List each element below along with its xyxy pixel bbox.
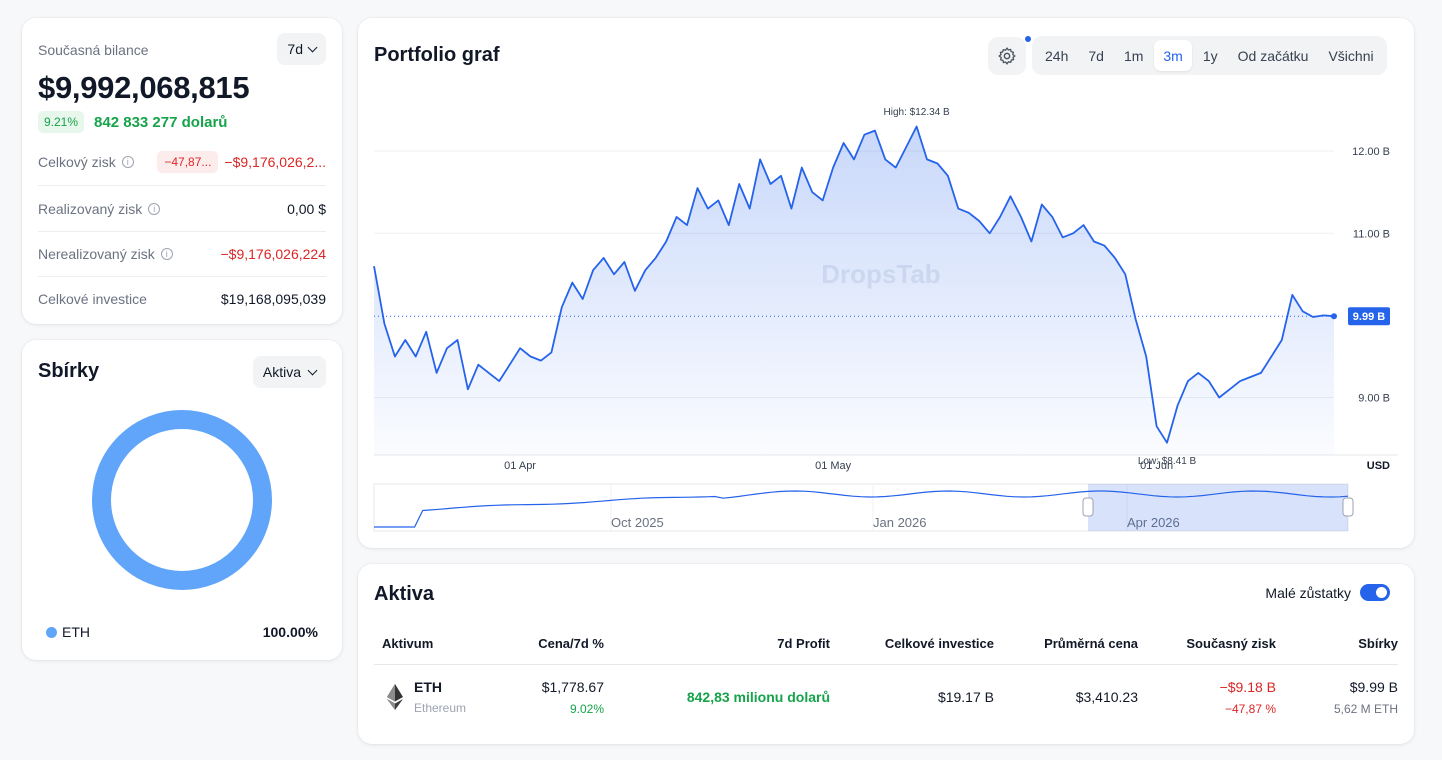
col-investment[interactable]: Celkové investice [884,636,994,651]
assets-card: Aktiva Malé zůstatky Aktivum Cena/7d % 7… [358,564,1414,744]
change-amount: 842 833 277 dolarů [94,113,228,131]
divider [38,276,326,277]
collections-legend: ETH 100.00% [46,624,318,640]
balance-card: Současná bilance 7d $9,992,068,815 9.21%… [22,18,342,324]
tab-7d[interactable]: 7d [1088,47,1104,64]
chart-line[interactable] [373,125,1335,444]
x-tick-label: 01 Jun [1140,460,1173,472]
legend-value: 100.00% [262,624,318,640]
balance-label: Současná bilance [38,42,149,58]
navigator-tick: Jan 2026 [873,515,927,530]
info-icon[interactable]: i [121,155,134,168]
period-select[interactable]: 7d [277,33,326,65]
small-balances-toggle[interactable] [1360,584,1390,601]
total-investment-label: Celkové investice [38,290,147,307]
chevron-down-icon [307,365,318,375]
period-value: 7d [287,41,303,57]
navigator-tick: Apr 2026 [1127,515,1180,530]
assets-title: Aktiva [374,583,435,605]
navigator-selection[interactable] [1088,484,1348,531]
y-tick-label: 9.00 B [1358,393,1390,405]
chart-area [374,126,1334,455]
small-balances-label: Malé zůstatky [1265,584,1351,601]
legend-dot [46,627,57,638]
col-price[interactable]: Cena/7d % [538,636,604,651]
asset-profit-7d: 842,83 milionu dolarů [686,689,830,705]
collections-card: Sbírky Aktiva ETH 100.00% [22,340,342,660]
unrealized-profit-row: Nerealizovaný zisk i −$9,176,026,224 [38,231,326,276]
divider [38,231,326,232]
currency-label: USD [1367,460,1390,472]
tab-3m[interactable]: 3m [1154,40,1192,71]
realized-profit-label: Realizovaný zisk [38,200,143,217]
total-profit-value: −$9,176,026,2... [224,153,326,170]
total-investment-row: Celkové investice $19,168,095,039 [38,276,326,321]
tab-24h[interactable]: 24h [1045,47,1069,64]
change-pct-badge: 9.21% [38,111,85,133]
info-icon[interactable]: i [148,202,161,215]
chart-settings-button[interactable] [988,37,1026,75]
balance-value: $9,992,068,815 [38,70,250,105]
current-point[interactable] [1331,313,1337,320]
asset-holdings-sub: 5,62 M ETH [1333,702,1398,716]
small-balances-toggle-wrap: Malé zůstatky [1265,584,1390,601]
balance-change: 9.21% 842 833 277 dolarů [38,111,227,133]
tab-1m[interactable]: 1m [1123,47,1144,64]
col-profit-7d[interactable]: 7d Profit [777,636,830,651]
range-tabs: 24h 7d 1m 3m 1y Od začátku Všichni [1032,36,1387,75]
asset-investment: $19.17 B [937,689,994,705]
navigator-handle[interactable] [1082,497,1094,517]
gear-icon [998,47,1016,65]
navigator-handle[interactable] [1342,497,1354,517]
table-divider [374,664,1398,665]
total-investment-value: $19,168,095,039 [220,290,326,307]
col-asset[interactable]: Aktivum [382,636,434,651]
low-label: Low: $8.41 B [1138,456,1197,467]
asset-avg-price: $3,410.23 [1075,689,1138,705]
navigator-line [374,490,1349,528]
realized-profit-value: 0,00 $ [287,200,326,217]
asset-price: $1,778.67 [541,679,604,695]
current-value-label: 9.99 B [1353,311,1385,323]
notification-dot [1025,36,1031,42]
asset-name: Ethereum [414,701,467,715]
navigator-tick: Oct 2025 [611,515,664,530]
chart-title: Portfolio graf [374,44,500,66]
total-profit-badge: −47,87... [157,150,219,173]
collections-select-value: Aktiva [262,364,301,380]
tab-all[interactable]: Všichni [1328,47,1374,64]
collections-title: Sbírky [38,360,100,382]
portfolio-chart[interactable]: 12.00 B 11.00 B 9.00 B 01 Apr 01 May 01 Jun US… [358,18,1414,548]
navigator[interactable] [373,483,1349,532]
total-profit-label: Celkový zisk [38,153,116,170]
unrealized-profit-label: Nerealizovaný zisk [38,245,155,262]
asset-symbol: ETH [414,679,442,695]
portfolio-chart-card: Portfolio graf 24h 7d 1m 3m 1y Od začátk… [358,18,1414,548]
y-tick-label: 11.00 B [1353,228,1390,240]
high-label: High: $12.34 B [884,107,950,118]
unrealized-profit-value: −$9,176,026,224 [220,245,327,262]
asset-price-change: 9.02% [569,702,604,716]
chevron-down-icon [307,42,318,52]
divider [38,185,326,186]
x-tick-label: 01 Apr [504,460,536,472]
current-value-tag [1348,307,1390,326]
ethereum-icon [387,684,403,710]
asset-pnl-pct: −47,87 % [1224,702,1276,716]
asset-pnl: −$9.18 B [1219,679,1276,695]
realized-profit-row: Realizovaný zisk i 0,00 $ [38,186,326,231]
total-profit-row: Celkový zisk i −47,87... −$9,176,026,2... [38,139,326,184]
x-tick-label: 01 May [815,460,852,472]
tab-1y[interactable]: 1y [1202,47,1218,64]
donut-chart[interactable] [92,410,272,590]
col-avg-price[interactable]: Průměrná cena [1044,636,1138,651]
legend-label: ETH [62,624,90,640]
info-icon[interactable]: i [160,247,173,260]
collections-select[interactable]: Aktiva [252,356,326,388]
tab-since-start[interactable]: Od začátku [1237,47,1309,64]
col-pnl[interactable]: Současný zisk [1186,636,1276,651]
col-holdings[interactable]: Sbírky [1358,636,1398,651]
asset-holdings: $9.99 B [1349,679,1398,695]
y-tick-label: 12.00 B [1352,146,1390,158]
